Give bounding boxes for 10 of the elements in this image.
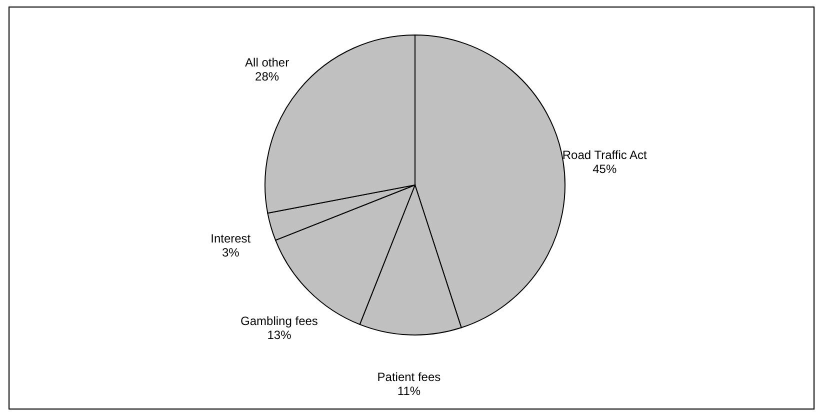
data-label: 3% (222, 246, 240, 260)
slice-label: Gambling fees (240, 314, 318, 328)
slice-label: All other (245, 56, 290, 70)
slice-label: Road Traffic Act (562, 148, 648, 162)
data-label: 45% (592, 162, 617, 176)
slice-label: Interest (210, 232, 252, 246)
data-label: 28% (255, 70, 280, 84)
slice-label: Patient fees (377, 370, 441, 384)
data-label: 13% (267, 328, 292, 342)
data-label: 11% (397, 384, 421, 398)
